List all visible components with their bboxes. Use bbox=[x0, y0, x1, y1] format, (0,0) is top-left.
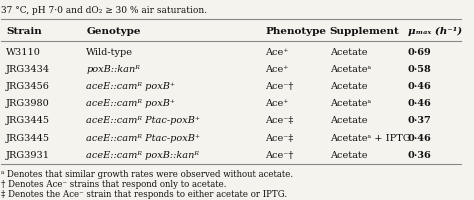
Text: Acetate: Acetate bbox=[330, 116, 367, 125]
Text: Acetate: Acetate bbox=[330, 150, 367, 159]
Text: Wild-type: Wild-type bbox=[86, 47, 133, 56]
Text: aceE::camᴿ Ptac-poxB⁺: aceE::camᴿ Ptac-poxB⁺ bbox=[86, 133, 201, 142]
Text: aceE::camᴿ Ptac-poxB⁺: aceE::camᴿ Ptac-poxB⁺ bbox=[86, 116, 201, 125]
Text: Ace⁺: Ace⁺ bbox=[265, 64, 289, 73]
Text: ᵃ Denotes that similar growth rates were observed without acetate.: ᵃ Denotes that similar growth rates were… bbox=[1, 170, 293, 179]
Text: 0·58: 0·58 bbox=[408, 64, 432, 73]
Text: Ace⁺: Ace⁺ bbox=[265, 99, 289, 108]
Text: 0·46: 0·46 bbox=[408, 82, 432, 90]
Text: poxB::kanᴿ: poxB::kanᴿ bbox=[86, 64, 140, 73]
Text: Acetateᵃ: Acetateᵃ bbox=[330, 64, 371, 73]
Text: JRG3931: JRG3931 bbox=[6, 150, 50, 159]
Text: 0·69: 0·69 bbox=[408, 47, 432, 56]
Text: Acetate: Acetate bbox=[330, 82, 367, 90]
Text: Strain: Strain bbox=[6, 26, 42, 35]
Text: Supplement: Supplement bbox=[330, 26, 400, 35]
Text: Ace⁺: Ace⁺ bbox=[265, 47, 289, 56]
Text: † Denotes Ace⁻ strains that respond only to acetate.: † Denotes Ace⁻ strains that respond only… bbox=[1, 180, 227, 188]
Text: 0·36: 0·36 bbox=[408, 150, 432, 159]
Text: Ace⁻†: Ace⁻† bbox=[265, 82, 294, 90]
Text: Genotype: Genotype bbox=[86, 26, 141, 35]
Text: JRG3456: JRG3456 bbox=[6, 82, 50, 90]
Text: 37 °C, pH 7·0 and dO₂ ≥ 30 % air saturation.: 37 °C, pH 7·0 and dO₂ ≥ 30 % air saturat… bbox=[1, 6, 208, 15]
Text: μₘₐₓ (h⁻¹): μₘₐₓ (h⁻¹) bbox=[408, 26, 462, 35]
Text: JRG3980: JRG3980 bbox=[6, 99, 50, 108]
Text: aceE::camᴿ poxB::kanᴿ: aceE::camᴿ poxB::kanᴿ bbox=[86, 150, 200, 159]
Text: Acetateᵃ + IPTG: Acetateᵃ + IPTG bbox=[330, 133, 410, 142]
Text: Acetateᵃ: Acetateᵃ bbox=[330, 99, 371, 108]
Text: Acetate: Acetate bbox=[330, 47, 367, 56]
Text: Ace⁻‡: Ace⁻‡ bbox=[265, 116, 294, 125]
Text: ‡ Denotes the Ace⁻ strain that responds to either acetate or IPTG.: ‡ Denotes the Ace⁻ strain that responds … bbox=[1, 189, 288, 198]
Text: JRG3434: JRG3434 bbox=[6, 64, 50, 73]
Text: JRG3445: JRG3445 bbox=[6, 116, 50, 125]
Text: 0·46: 0·46 bbox=[408, 133, 432, 142]
Text: 0·37: 0·37 bbox=[408, 116, 432, 125]
Text: 0·46: 0·46 bbox=[408, 99, 432, 108]
Text: aceE::camᴿ poxB⁺: aceE::camᴿ poxB⁺ bbox=[86, 99, 175, 108]
Text: Ace⁻‡: Ace⁻‡ bbox=[265, 133, 294, 142]
Text: aceE::camᴿ poxB⁺: aceE::camᴿ poxB⁺ bbox=[86, 82, 175, 90]
Text: W3110: W3110 bbox=[6, 47, 41, 56]
Text: Phenotype: Phenotype bbox=[265, 26, 327, 35]
Text: Ace⁻†: Ace⁻† bbox=[265, 150, 294, 159]
Text: JRG3445: JRG3445 bbox=[6, 133, 50, 142]
